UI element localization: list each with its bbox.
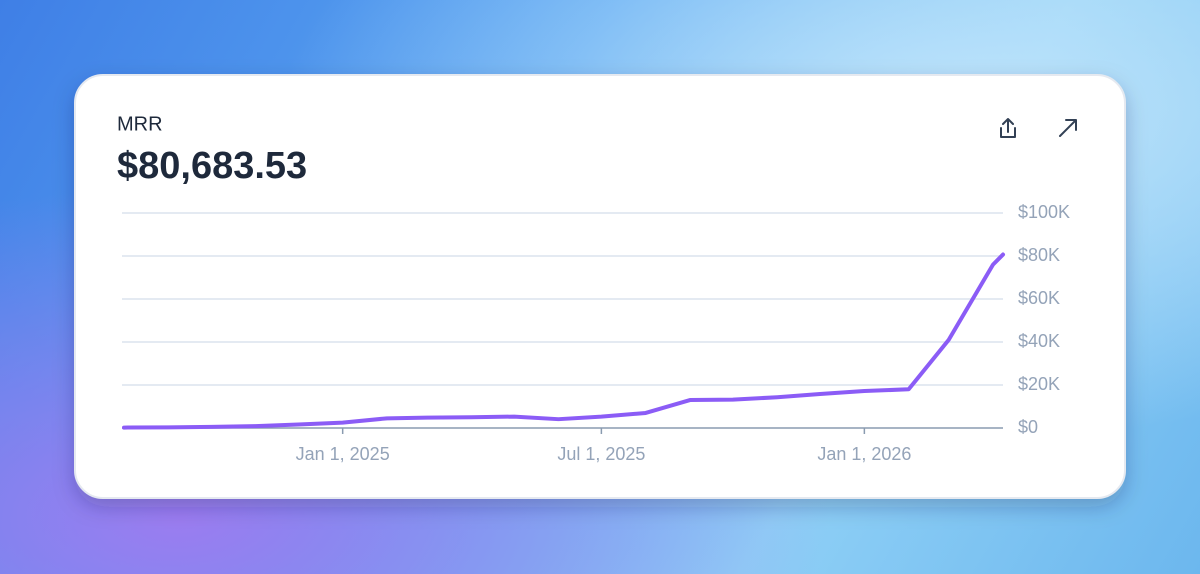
share-icon	[1000, 118, 1016, 138]
share-button[interactable]	[1000, 118, 1016, 138]
expand-icon	[1059, 119, 1077, 137]
y-tick-label: $80K	[1018, 245, 1060, 265]
x-tick-label: Jul 1, 2025	[557, 444, 645, 464]
expand-button[interactable]	[1059, 119, 1077, 137]
y-tick-label: $20K	[1018, 374, 1060, 394]
x-tick-label: Jan 1, 2025	[296, 444, 390, 464]
current-value: $80,683.53	[117, 145, 307, 187]
y-tick-label: $60K	[1018, 288, 1060, 308]
card	[74, 74, 1126, 499]
y-tick-label: $40K	[1018, 331, 1060, 351]
y-tick-label: $0	[1018, 417, 1038, 437]
x-tick-label: Jan 1, 2026	[817, 444, 911, 464]
line	[122, 252, 1005, 430]
chart-title: MRR	[117, 113, 163, 135]
y-tick-label: $100K	[1018, 202, 1070, 222]
